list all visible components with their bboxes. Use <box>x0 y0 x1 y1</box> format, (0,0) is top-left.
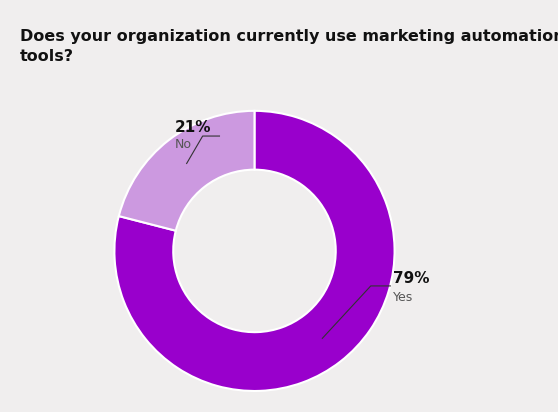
Text: No: No <box>175 138 191 151</box>
Text: 79%: 79% <box>393 272 430 286</box>
Text: Does your organization currently use marketing automation
tools?: Does your organization currently use mar… <box>20 29 558 64</box>
Text: Yes: Yes <box>393 290 413 304</box>
Wedge shape <box>119 111 254 231</box>
Wedge shape <box>114 111 395 391</box>
Text: 21%: 21% <box>175 120 211 135</box>
